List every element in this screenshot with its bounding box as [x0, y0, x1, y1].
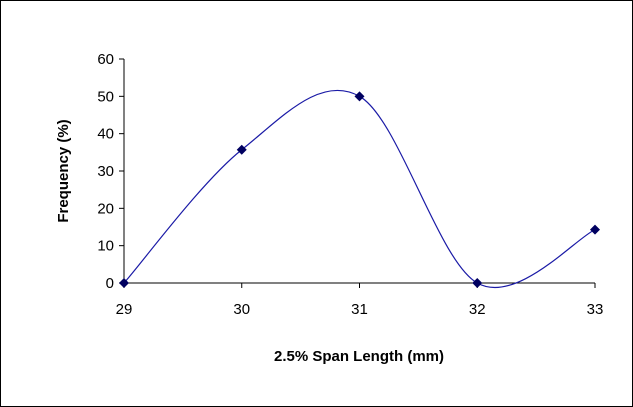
data-point: [590, 224, 600, 235]
y-tick-label: 50: [97, 88, 114, 105]
x-tick-label: 31: [351, 301, 368, 318]
data-point: [119, 278, 129, 288]
x-axis-ticks: 29 30 31 32 33: [116, 283, 604, 318]
x-tick-label: 33: [587, 301, 604, 318]
y-tick-label: 0: [106, 275, 114, 292]
y-tick-label: 10: [97, 238, 114, 255]
x-axis-title: 2.5% Span Length (mm): [274, 348, 444, 365]
y-tick-label: 30: [97, 163, 114, 180]
x-tick-label: 32: [469, 301, 486, 318]
x-tick-label: 30: [233, 301, 250, 318]
series-line: [123, 89, 596, 289]
y-axis-title: Frequency (%): [55, 119, 72, 222]
data-point: [472, 278, 483, 288]
y-tick-label: 60: [97, 51, 114, 68]
data-point: [236, 144, 247, 155]
y-tick-label: 20: [97, 200, 114, 217]
series-group: [119, 89, 600, 289]
y-axis-ticks: 0 10 20 30 40 50 60: [97, 51, 124, 292]
y-tick-label: 40: [97, 126, 114, 143]
x-tick-label: 29: [116, 301, 133, 318]
data-point: [354, 91, 365, 102]
